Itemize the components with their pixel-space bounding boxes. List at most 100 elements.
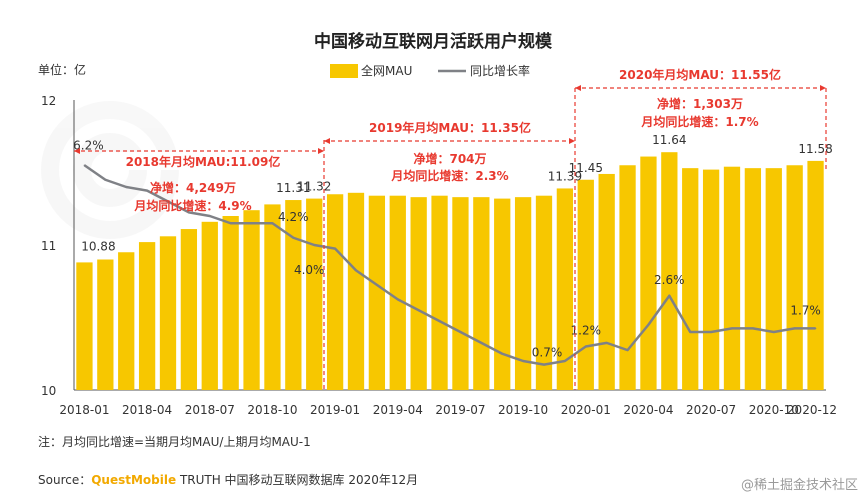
chart-title: 中国移动互联网月活跃用户规模 — [314, 31, 553, 52]
data-label-mau-2018-01: 10.88 — [81, 239, 115, 253]
line-point-2020-08 — [731, 327, 733, 330]
x-tick-label: 2020-04 — [623, 403, 673, 417]
annotation-2020-line2: 月均同比增速：1.7% — [640, 114, 758, 129]
x-tick-label: 2020-10 — [749, 403, 799, 417]
line-point-2020-11 — [793, 327, 796, 330]
line-point-2019-07 — [459, 331, 462, 333]
line-point-2018-05 — [167, 200, 169, 203]
bar-2018-05 — [159, 236, 177, 390]
line-point-2019-01 — [334, 247, 336, 250]
x-tick-label: 2020-07 — [686, 403, 736, 417]
data-label-growth-2018-12: 4.0% — [294, 263, 325, 277]
x-tick-label: 2020-01 — [561, 403, 611, 417]
x-tick-label: 2018-04 — [122, 403, 172, 417]
line-point-2019-11 — [543, 363, 545, 366]
line-point-2019-10 — [522, 360, 524, 362]
annotation-2020-title-bg — [610, 65, 790, 83]
line-point-2018-07 — [208, 215, 211, 217]
x-tick-label: 2018-07 — [185, 403, 235, 417]
line-point-2020-06 — [689, 331, 692, 333]
data-label-growth-2019-11: 0.7% — [532, 346, 563, 360]
bar-2020-08 — [723, 166, 741, 390]
annotation-2018-arrow-right — [318, 148, 324, 154]
annotation-2018-line1: 净增：4,249万 — [150, 180, 236, 195]
line-point-2019-05 — [417, 309, 420, 312]
bar-2019-02 — [347, 192, 365, 390]
bar-2020-11 — [786, 165, 803, 390]
bar-2019-08 — [473, 197, 490, 390]
line-point-2020-01 — [584, 345, 587, 348]
line-point-2018-08 — [229, 222, 232, 225]
bar-2018-03 — [118, 252, 135, 390]
line-point-2018-04 — [146, 189, 148, 192]
x-tick-label: 2019-01 — [310, 403, 360, 417]
annotation-2019-line2: 月均同比增速：2.3% — [390, 168, 508, 183]
x-tick-label: 2020-12 — [787, 403, 837, 417]
annotation-2019-title: 2019年月均MAU：11.35亿 — [369, 120, 531, 135]
site-watermark: @稀土掘金技术社区 — [741, 477, 858, 493]
source-rest: TRUTH 中国移动互联网数据库 2020年12月 — [176, 472, 418, 487]
line-point-2020-02 — [605, 342, 608, 344]
legend: 全网MAU 同比增长率 — [330, 63, 530, 78]
bar-2019-07 — [452, 197, 469, 390]
bar-2018-10 — [264, 204, 281, 390]
source-prefix: Source： — [38, 473, 91, 487]
line-point-2019-12 — [564, 360, 566, 362]
annotation-2019: 2019年月均MAU：11.35亿 净增：704万 月均同比增速：2.3% — [324, 118, 575, 183]
bar-2019-01 — [326, 194, 344, 390]
line-point-2020-07 — [710, 331, 712, 333]
footnote: 注：月均同比增速=当期月均MAU/上期月均MAU-1 — [38, 434, 311, 449]
legend-line-label: 同比增长率 — [470, 63, 530, 78]
data-label-mau-2018-11: 11.31 — [276, 181, 310, 195]
data-label-mau-2020-01: 11.45 — [569, 161, 603, 175]
line-point-2019-06 — [438, 320, 441, 322]
bar-2018-02 — [97, 259, 114, 390]
bar-2018-01 — [76, 262, 93, 390]
y-tick-label: 10 — [41, 384, 56, 398]
line-point-2018-01 — [83, 164, 86, 167]
bar-2018-09 — [243, 210, 260, 390]
line-point-2020-04 — [647, 323, 650, 326]
bar-2020-01 — [577, 179, 594, 390]
annotation-2018-line2: 月均同比增速：4.9% — [133, 198, 251, 213]
bar-2019-04 — [389, 195, 406, 390]
bar-2020-12 — [807, 160, 824, 390]
y-tick-label: 12 — [41, 94, 56, 108]
annotation-2019-line1: 净增：704万 — [413, 151, 486, 166]
line-point-2020-05 — [668, 294, 671, 297]
data-label-mau-2020-12: 11.58 — [798, 142, 832, 156]
y-tick-label: 11 — [41, 239, 56, 253]
line-point-2018-10 — [271, 222, 274, 225]
bar-2019-12 — [556, 188, 574, 390]
growth-line — [83, 164, 817, 366]
line-point-2019-08 — [480, 342, 483, 344]
legend-bar-swatch — [330, 64, 358, 78]
data-label-growth-2020-12: 1.7% — [790, 303, 821, 317]
bar-2019-09 — [494, 198, 511, 390]
line-point-2020-09 — [752, 327, 754, 330]
x-tick-label: 2018-10 — [247, 403, 297, 417]
bar-2020-09 — [744, 168, 762, 390]
annotation-2019-arrow-left — [324, 138, 330, 144]
legend-bar-label: 全网MAU — [361, 63, 412, 78]
source-line: Source：QuestMobile TRUTH 中国移动互联网数据库 2020… — [38, 472, 418, 487]
bar-2020-03 — [619, 165, 636, 390]
growth-rate-line — [83, 164, 816, 366]
bar-2018-06 — [180, 229, 198, 390]
line-point-2019-09 — [501, 352, 504, 355]
annotation-2018: 2018年月均MAU:11.09亿 净增：4,249万 月均同比增速：4.9% — [74, 148, 324, 213]
source-brand: QuestMobile — [91, 473, 176, 487]
line-point-2020-12 — [814, 327, 817, 330]
data-label-mau-2020-05: 11.64 — [652, 133, 686, 147]
data-label-growth-2020-01: 1.2% — [571, 324, 602, 338]
x-tick-label: 2019-07 — [435, 403, 485, 417]
annotation-2020-arrow-left — [575, 85, 581, 91]
x-tick-labels: 2018-01 2018-04 2018-07 2018-10 2019-01 2019-… — [59, 403, 837, 417]
line-point-2018-06 — [188, 211, 190, 214]
annotation-2020-line1: 净增：1,303万 — [657, 96, 743, 111]
bar-2020-10 — [765, 168, 782, 390]
bar-2018-08 — [222, 216, 239, 390]
annotation-2020: 2020年月均MAU：11.55亿 净增：1,303万 月均同比增速：1.7% — [575, 65, 827, 170]
